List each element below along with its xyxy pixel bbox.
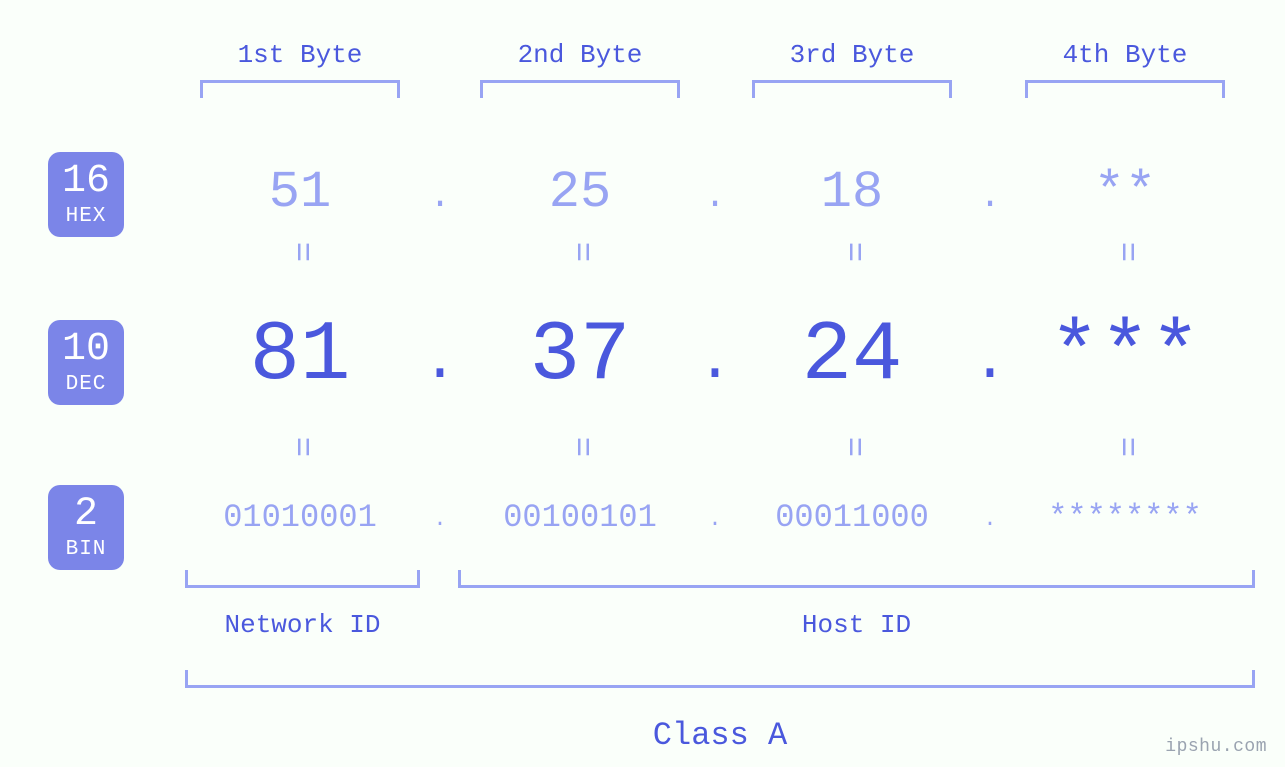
- dec-byte-1: 81: [170, 309, 430, 404]
- hex-byte-4: **: [995, 163, 1255, 222]
- bin-byte-3: 00011000: [722, 499, 982, 536]
- equals-r1-c1: =: [280, 233, 320, 271]
- base-number: 10: [48, 330, 124, 370]
- equals-glyph: =: [1106, 242, 1144, 262]
- watermark: ipshu.com: [1165, 737, 1267, 757]
- base-label: BIN: [48, 537, 124, 562]
- base-label: HEX: [48, 204, 124, 229]
- dec-byte-3: 24: [722, 309, 982, 404]
- bin-byte-2: 00100101: [450, 499, 710, 536]
- base-number: 2: [48, 495, 124, 535]
- equals-r1-c4: =: [1105, 233, 1145, 271]
- byte-header-4: 4th Byte: [1005, 40, 1245, 70]
- dec-byte-4: ***: [995, 309, 1255, 404]
- equals-glyph: =: [561, 242, 599, 262]
- dec-byte-2: 37: [450, 309, 710, 404]
- byte-header-label: 3rd Byte: [790, 40, 915, 70]
- hex-dot-1: .: [420, 176, 460, 217]
- dec-dot-2: .: [695, 328, 735, 395]
- equals-r2-c1: =: [280, 428, 320, 466]
- equals-glyph: =: [281, 242, 319, 262]
- byte-header-label: 2nd Byte: [518, 40, 643, 70]
- hex-byte-2: 25: [450, 163, 710, 222]
- byte-header-label: 4th Byte: [1063, 40, 1188, 70]
- byte-header-bracket-4: [1025, 80, 1225, 98]
- equals-r2-c4: =: [1105, 428, 1145, 466]
- equals-glyph: =: [1106, 437, 1144, 457]
- equals-r1-c3: =: [832, 233, 872, 271]
- hex-dot-3: .: [970, 176, 1010, 217]
- hex-byte-1: 51: [170, 163, 430, 222]
- equals-glyph: =: [833, 242, 871, 262]
- bin-dot-3: .: [970, 507, 1010, 532]
- equals-r1-c2: =: [560, 233, 600, 271]
- equals-glyph: =: [833, 437, 871, 457]
- host-id-label: Host ID: [458, 610, 1255, 640]
- network-id-label: Network ID: [185, 610, 420, 640]
- equals-r2-c3: =: [832, 428, 872, 466]
- equals-r2-c2: =: [560, 428, 600, 466]
- bin-byte-1: 01010001: [170, 499, 430, 536]
- base-label: DEC: [48, 372, 124, 397]
- class-bracket: [185, 670, 1255, 688]
- bin-dot-1: .: [420, 507, 460, 532]
- byte-header-2: 2nd Byte: [460, 40, 700, 70]
- bin-dot-2: .: [695, 507, 735, 532]
- dec-dot-1: .: [420, 328, 460, 395]
- base-number: 16: [48, 162, 124, 202]
- bin-byte-4: ********: [995, 499, 1255, 536]
- network-id-bracket: [185, 570, 420, 588]
- base-badge-hex: 16HEX: [48, 152, 124, 237]
- byte-header-label: 1st Byte: [238, 40, 363, 70]
- equals-glyph: =: [281, 437, 319, 457]
- hex-byte-3: 18: [722, 163, 982, 222]
- equals-glyph: =: [561, 437, 599, 457]
- base-badge-dec: 10DEC: [48, 320, 124, 405]
- byte-header-3: 3rd Byte: [732, 40, 972, 70]
- byte-header-1: 1st Byte: [180, 40, 420, 70]
- byte-header-bracket-3: [752, 80, 952, 98]
- hex-dot-2: .: [695, 176, 735, 217]
- byte-header-bracket-1: [200, 80, 400, 98]
- host-id-bracket: [458, 570, 1255, 588]
- class-label: Class A: [185, 717, 1255, 754]
- byte-header-bracket-2: [480, 80, 680, 98]
- dec-dot-3: .: [970, 328, 1010, 395]
- base-badge-bin: 2BIN: [48, 485, 124, 570]
